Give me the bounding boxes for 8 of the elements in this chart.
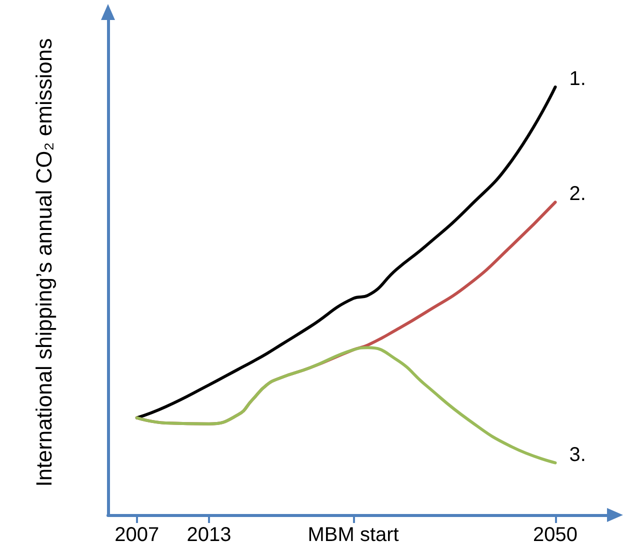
series-label: 2. (569, 183, 586, 206)
x-tick-label: 2013 (186, 524, 232, 546)
x-tick-label: MBM start (308, 524, 400, 546)
x-tick-label: 2007 (114, 524, 160, 546)
series-label: 1. (569, 68, 586, 90)
y-axis-title: International shipping’s annual CO₂ emissions (32, 38, 56, 487)
x-tick-label: 2050 (533, 524, 578, 546)
series-label: 3. (569, 444, 586, 466)
